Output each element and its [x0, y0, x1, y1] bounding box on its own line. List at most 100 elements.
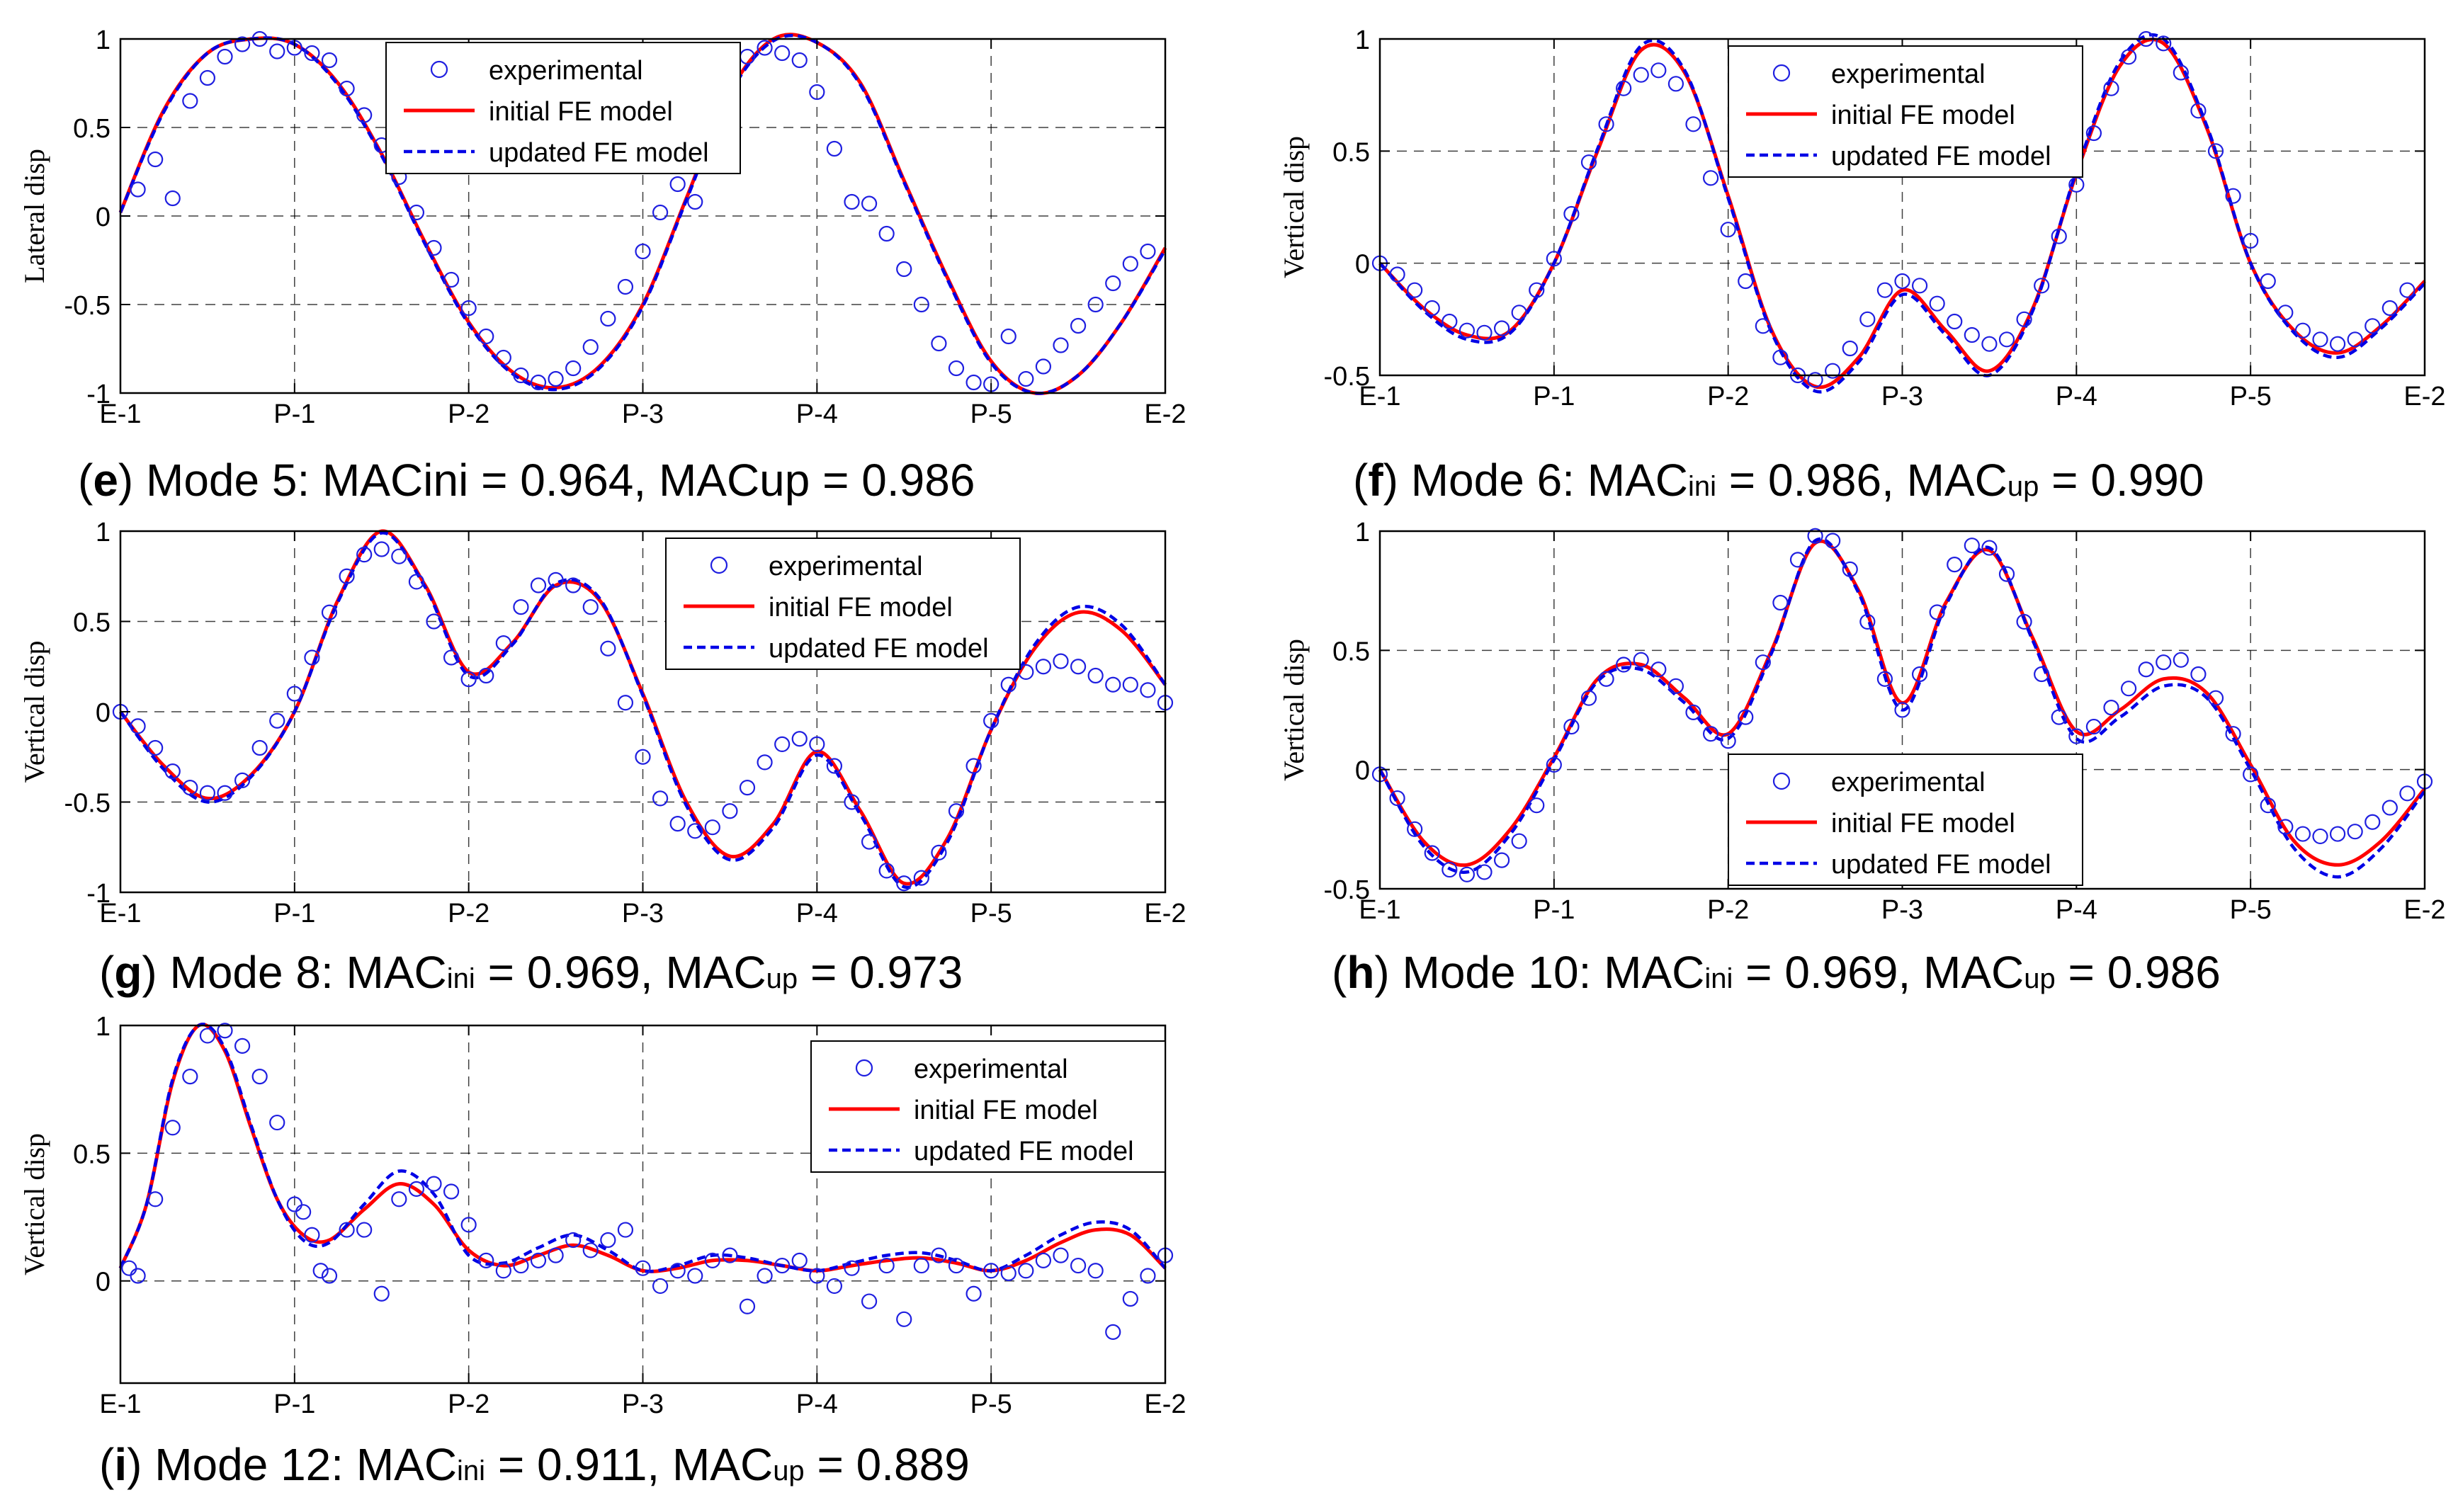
data-point — [2034, 278, 2050, 294]
chart-panel-g: -1 -0.5 0 0.5 1 E-1 P-1 P-2 P-3 P-4 P-5 E-2 Vertical… — [18, 518, 1186, 998]
data-point — [774, 1257, 791, 1274]
data-point — [617, 278, 634, 295]
caption-text: ) — [1374, 947, 1402, 998]
data-point — [635, 243, 651, 260]
legend-marker-circle — [430, 60, 448, 79]
data-point — [844, 193, 860, 210]
data-point — [2016, 311, 2032, 327]
caption-text: ini — [1704, 963, 1733, 994]
x-tick-label: E-2 — [1144, 899, 1186, 928]
x-tick-label: E-1 — [99, 899, 141, 928]
data-point — [269, 43, 285, 59]
caption-text: = 0.973 — [798, 947, 963, 998]
data-point — [2103, 700, 2119, 716]
data-point — [1493, 852, 1510, 868]
data-point — [1087, 667, 1104, 684]
caption-text: ) — [1383, 455, 1411, 506]
data-point — [495, 1263, 511, 1279]
data-point — [2399, 785, 2415, 802]
data-point — [2173, 64, 2189, 81]
data-point — [1529, 797, 1545, 814]
legend-entry-label: initial FE model — [769, 593, 953, 623]
data-point — [339, 568, 355, 584]
x-tick-label: P-4 — [2056, 382, 2097, 411]
caption-text: = 0.986 — [810, 455, 975, 506]
caption-text: ini — [1688, 471, 1716, 502]
data-point — [1859, 613, 1876, 630]
panel-caption: (g) Mode 8: MACini = 0.969, MACup = 0.97… — [99, 947, 963, 998]
x-tick-label: P-3 — [622, 1389, 664, 1419]
data-point — [739, 779, 756, 796]
caption-text: ) — [127, 1439, 154, 1490]
y-tick-label: -0.5 — [64, 789, 111, 819]
x-tick-label: E-1 — [99, 1389, 141, 1419]
data-point — [1580, 690, 1597, 706]
legend-marker-circle — [1772, 64, 1791, 82]
chart-panel-f: -0.5 0 0.5 1 E-1 P-1 P-2 P-3 P-4 P-5 E-2 Vertical d… — [1278, 25, 2446, 506]
legend-entry-label: experimental — [1831, 59, 1986, 89]
data-point — [2294, 322, 2311, 339]
data-point — [878, 1257, 895, 1274]
x-tick-label: P-4 — [796, 399, 838, 429]
data-point — [1580, 154, 1597, 171]
data-point — [495, 349, 511, 366]
data-point — [1894, 273, 1910, 290]
data-point — [1702, 726, 1719, 742]
data-point — [548, 1247, 564, 1263]
data-point — [164, 190, 181, 207]
data-point — [530, 374, 547, 391]
data-point — [1667, 678, 1684, 694]
y-tick-label: 0 — [1355, 756, 1370, 786]
data-point — [669, 1263, 686, 1279]
y-tick-label: 0.5 — [73, 114, 111, 144]
data-point — [791, 1252, 808, 1268]
data-point — [2034, 666, 2050, 683]
data-point — [234, 772, 251, 789]
caption-text: Mode 5: — [146, 455, 322, 506]
chart-panel-e: -1 -0.5 0 0.5 1 E-1 P-1 P-2 P-3 P-4 P-5 E-2 Lateral … — [18, 25, 1186, 506]
data-point — [1424, 845, 1440, 861]
panel-caption: (i) Mode 12: MACini = 0.911, MACup = 0.8… — [99, 1439, 970, 1490]
data-point — [147, 1191, 164, 1207]
data-point — [1511, 833, 1527, 849]
data-point — [2190, 103, 2207, 119]
data-point — [1563, 718, 1580, 735]
data-point — [513, 598, 529, 615]
data-point — [1493, 320, 1510, 336]
data-point — [1122, 1290, 1138, 1307]
data-point — [913, 870, 929, 886]
y-tick-label: 1 — [1355, 25, 1370, 55]
data-point — [1772, 349, 1789, 365]
panel-caption: (e) Mode 5: MACini = 0.964, MACup = 0.98… — [78, 455, 975, 506]
caption-text: = 0.964, — [468, 455, 659, 506]
data-point — [600, 310, 616, 327]
data-point — [1633, 652, 1649, 668]
data-point — [234, 36, 251, 52]
y-tick-label: 0 — [1355, 250, 1370, 280]
data-point — [844, 794, 860, 810]
data-point — [1546, 756, 1562, 773]
data-point — [635, 749, 651, 765]
data-point — [286, 686, 302, 702]
caption-text: MAC — [356, 1439, 457, 1490]
data-point — [408, 204, 425, 221]
series-updated-fe-line — [118, 1023, 1167, 1273]
data-point — [147, 151, 164, 168]
data-point — [774, 736, 791, 753]
data-point — [757, 1268, 773, 1284]
data-point — [896, 1311, 912, 1327]
data-point — [530, 577, 547, 593]
series-updated-fe-line — [119, 531, 1167, 889]
x-tick-label: P-4 — [2056, 895, 2097, 925]
data-point — [1929, 604, 1945, 620]
x-tick-label: E-2 — [1144, 399, 1186, 429]
data-point — [1018, 1263, 1034, 1279]
data-point — [1650, 62, 1667, 79]
caption-text: MAC — [1907, 455, 2007, 506]
y-tick-label: 0 — [96, 1268, 111, 1297]
data-point — [2260, 797, 2276, 814]
caption-text: = 0.990 — [2039, 455, 2204, 506]
data-point — [443, 649, 460, 666]
data-point — [983, 1263, 999, 1279]
y-axis-label: Vertical disp — [1278, 136, 1310, 278]
